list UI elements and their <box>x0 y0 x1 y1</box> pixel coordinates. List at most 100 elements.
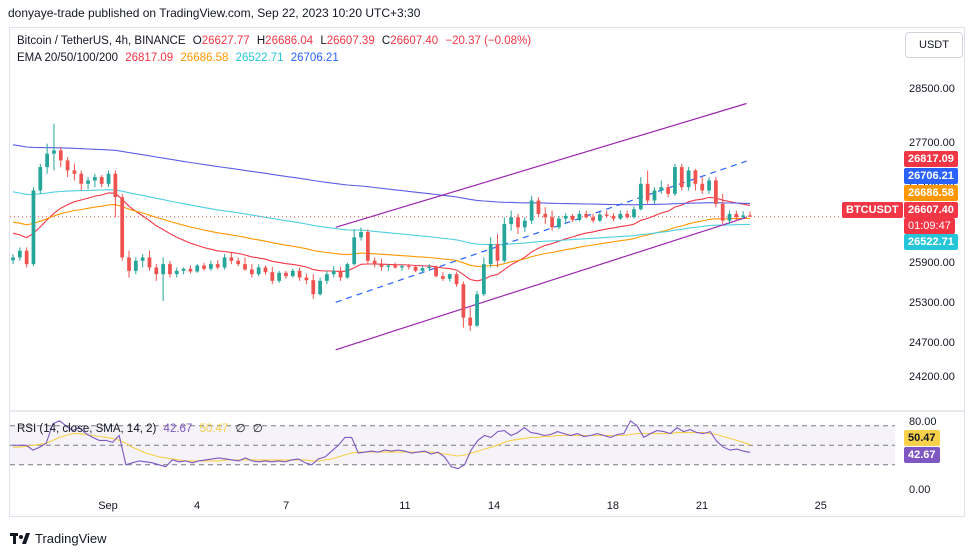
candle-body <box>686 170 691 188</box>
candle-body <box>133 260 138 271</box>
candle <box>393 262 398 269</box>
candle <box>113 170 118 218</box>
candle-body <box>277 272 282 281</box>
candle-body <box>127 257 131 271</box>
candle <box>645 170 650 204</box>
channel-lower-line <box>335 216 747 351</box>
low-label: L <box>320 35 327 47</box>
candle-body <box>420 268 425 271</box>
candle-body <box>666 187 670 194</box>
candle-body <box>352 237 357 265</box>
candle <box>127 250 131 278</box>
candle-body <box>625 213 630 218</box>
candle-body <box>93 177 97 181</box>
candle <box>461 281 466 328</box>
candle-body <box>516 217 520 228</box>
rsi-label[interactable]: RSI (14, close, SMA, 14, 2) <box>17 423 157 435</box>
rsi-line <box>13 420 751 470</box>
candle <box>502 217 507 263</box>
rsi-legend[interactable]: RSI (14, close, SMA, 14, 2) 42.67 50.47 … <box>17 421 267 435</box>
candle <box>686 167 691 191</box>
ema200-price-tag: 26706.21 <box>904 168 958 184</box>
close-label: C <box>381 35 391 47</box>
candle <box>734 210 739 221</box>
candle-body <box>202 265 206 269</box>
candle-body <box>120 197 125 258</box>
candle-body <box>38 167 43 191</box>
candle <box>748 211 752 217</box>
candle-body <box>236 260 241 265</box>
candle <box>120 193 125 261</box>
candle <box>72 163 77 181</box>
symbol-name[interactable]: Bitcoin / TetherUS, 4h, BINANCE <box>17 35 186 47</box>
chart-frame[interactable] <box>9 27 965 517</box>
candle-body <box>79 173 84 184</box>
symbol-tag: BTCUSDT <box>842 202 903 218</box>
ema100-line <box>12 189 751 246</box>
ema100-price-tag: 26522.71 <box>904 234 958 250</box>
candle-body <box>45 153 49 168</box>
candle <box>604 210 609 218</box>
candle <box>625 210 630 219</box>
ema100-value: 26522.71 <box>235 52 284 64</box>
candle <box>536 197 541 218</box>
candle <box>161 257 166 301</box>
candle <box>714 177 718 208</box>
candle <box>679 163 684 191</box>
rsi-level-0: 0.00 <box>909 484 931 496</box>
candle-body <box>413 266 418 271</box>
candle <box>147 250 152 271</box>
candle <box>741 211 746 219</box>
candle-body <box>475 294 479 326</box>
tradingview-brand[interactable]: TradingView <box>10 531 107 546</box>
candle-body <box>748 215 752 217</box>
close-value: 26607.40 <box>390 35 439 47</box>
candle-body <box>604 214 609 216</box>
candle-body <box>597 214 602 221</box>
candle-body <box>434 266 438 277</box>
candle <box>31 187 36 267</box>
brand-name: TradingView <box>35 531 107 546</box>
ema-legend[interactable]: EMA 20/50/100/200 26817.09 26686.58 2652… <box>17 52 343 64</box>
candle <box>400 264 404 271</box>
candle-body <box>468 317 473 326</box>
candle <box>372 257 377 268</box>
y-tick-label: 27700.00 <box>909 136 955 149</box>
candle-body <box>379 264 384 267</box>
candle-body <box>318 280 322 295</box>
candle <box>352 229 357 266</box>
candle <box>413 265 418 273</box>
candle-body <box>304 277 309 281</box>
candle-body <box>727 213 732 221</box>
candle <box>345 262 350 279</box>
last-price-tag: 26607.40 <box>904 202 958 218</box>
candle <box>597 211 602 222</box>
ema200-line <box>12 144 751 206</box>
candle <box>52 123 56 171</box>
candle <box>577 210 582 222</box>
candle <box>359 227 363 241</box>
candle <box>188 265 193 274</box>
candle-body <box>52 150 56 154</box>
candle-body <box>17 250 22 258</box>
candle-body <box>72 170 77 174</box>
change-value: −20.37 (−0.08%) <box>445 35 532 47</box>
candle-body <box>168 264 172 275</box>
candle <box>106 170 111 188</box>
candle-body <box>673 167 677 194</box>
candle-body <box>645 183 650 201</box>
candle-body <box>679 167 684 188</box>
currency-unit-button[interactable]: USDT <box>905 32 963 58</box>
candle <box>133 257 138 275</box>
symbol-legend[interactable]: Bitcoin / TetherUS, 4h, BINANCE O26627.7… <box>17 35 535 47</box>
candle <box>290 268 295 278</box>
high-label: H <box>256 35 266 47</box>
ema-label[interactable]: EMA 20/50/100/200 <box>17 52 119 64</box>
candle <box>591 213 595 223</box>
candle <box>550 210 554 231</box>
candle <box>195 264 200 273</box>
candle-body <box>461 284 466 318</box>
candle-body <box>284 272 288 277</box>
candle <box>318 277 322 296</box>
